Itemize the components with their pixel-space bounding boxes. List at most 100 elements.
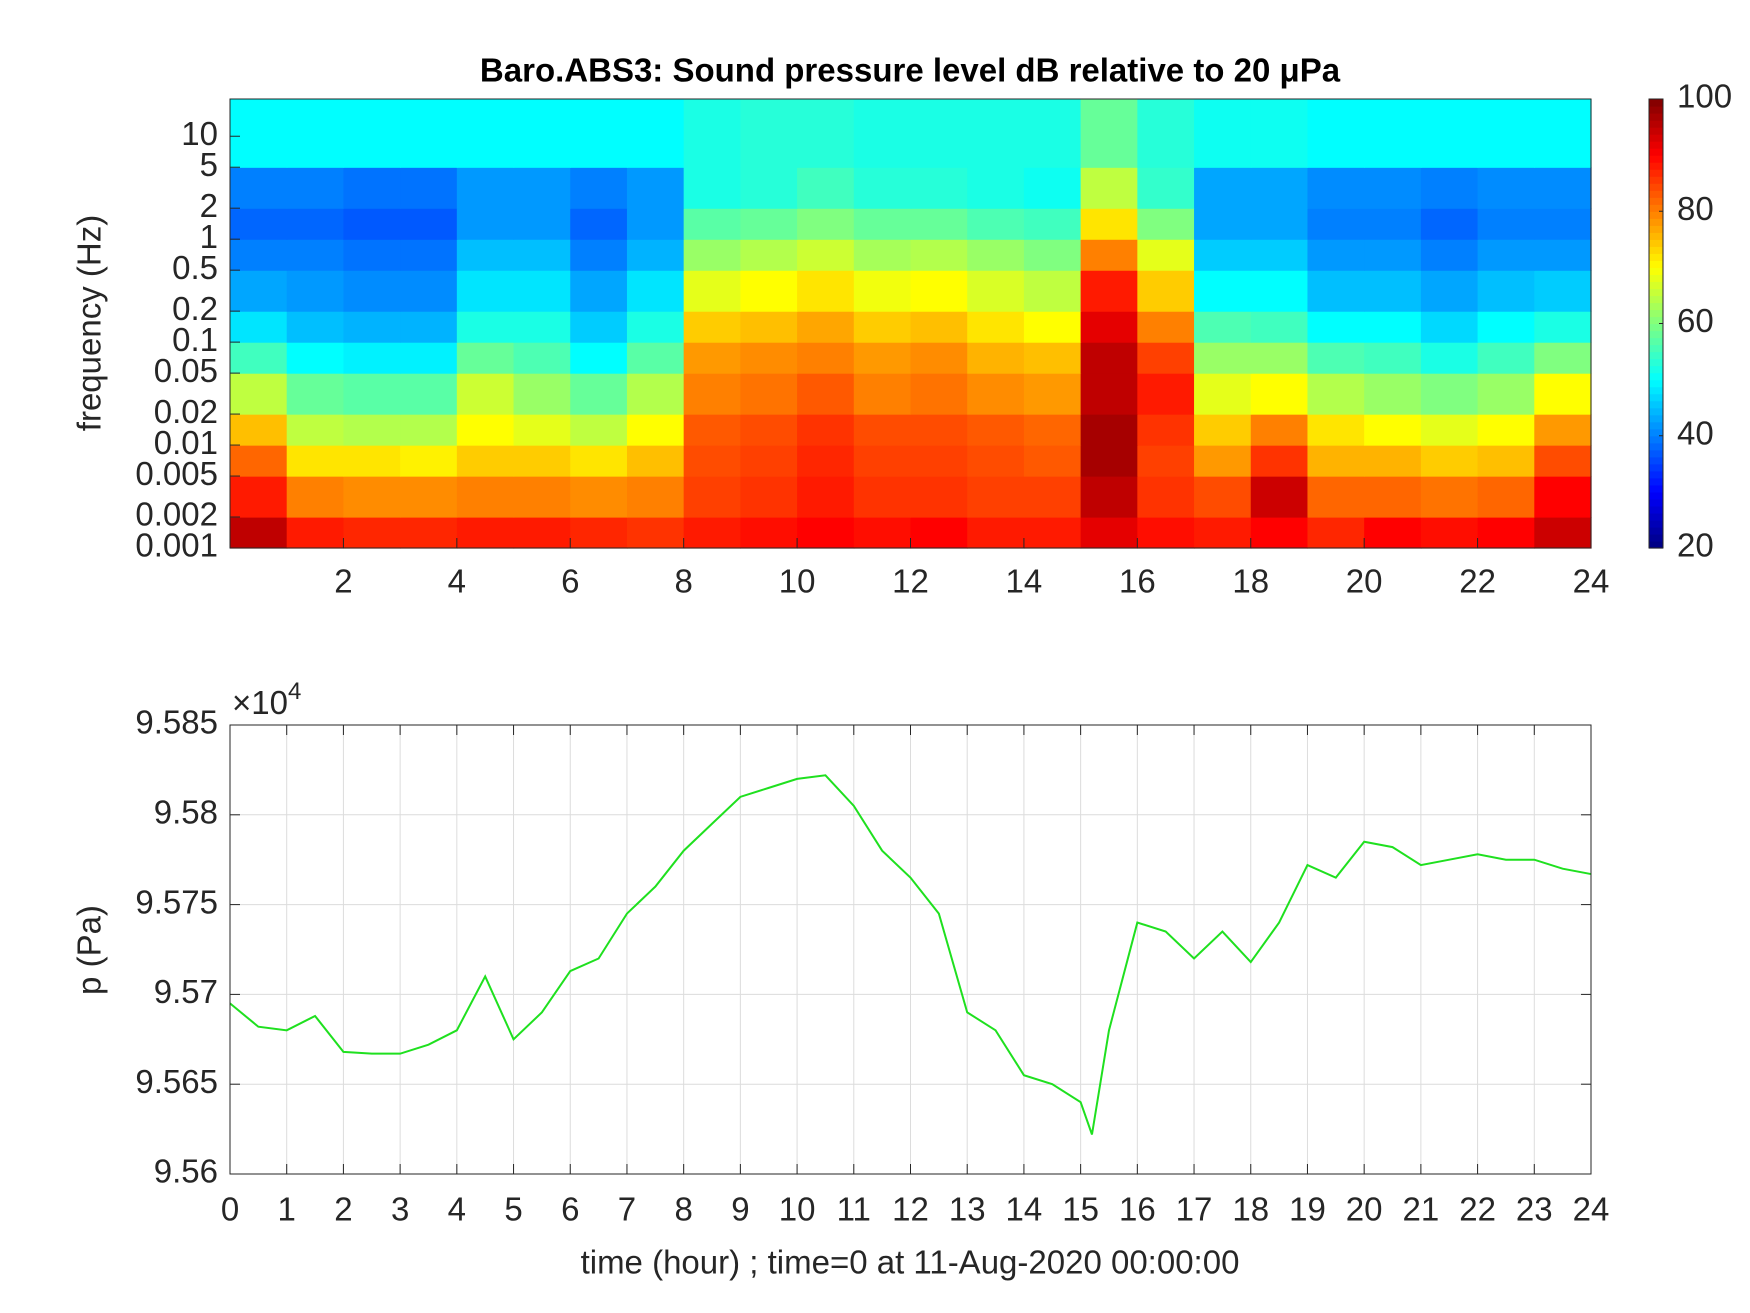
colorbar-swatch [1649,225,1663,233]
heatmap-cell [1420,476,1479,518]
x-tick-label: 20 [1346,563,1383,600]
heatmap-cell [513,414,571,446]
heatmap-cell [1307,270,1365,312]
x-tick-label: 19 [1289,1191,1326,1228]
heatmap-cell [1420,517,1479,549]
heatmap-cell [230,208,288,240]
heatmap-cell [1250,414,1309,446]
colorbar-swatch [1649,148,1663,156]
heatmap-cell [1477,99,1535,168]
colorbar-tick-label: 80 [1677,190,1714,227]
colorbar-swatch [1649,330,1663,339]
heatmap-cell [230,311,288,343]
heatmap-cell [1137,476,1195,518]
heatmap-cell [740,414,798,446]
y-tick-label: 9.57 [154,973,218,1010]
heatmap-cell [1477,270,1535,312]
y-tick-label: 0.5 [172,249,218,286]
heatmap-cell [513,270,571,312]
colorbar-swatch [1649,288,1663,297]
heatmap-cell [1307,99,1365,168]
heatmap-cell [683,208,741,240]
heatmap-cell [343,373,401,415]
heatmap-cell [1194,167,1252,209]
colorbar-swatch [1649,498,1663,507]
heatmap-cell [400,373,458,415]
heatmap-cell [797,167,855,209]
heatmap-cell [853,414,912,446]
heatmap-cell [683,99,741,168]
colorbar-tick-label: 20 [1677,527,1714,564]
colorbar-swatch [1649,386,1663,395]
heatmap-cell [1023,414,1082,446]
colorbar-tick-label: 40 [1677,414,1714,451]
y-tick-label: 0.1 [172,321,218,358]
heatmap-cell [853,239,912,271]
heatmap-cell [626,99,685,168]
heatmap-cell [683,476,741,518]
x-tick-label: 12 [892,563,929,600]
heatmap-cell [1534,342,1592,374]
heatmap-cell [626,270,685,312]
heatmap-cell [853,476,912,518]
colorbar-swatch [1649,358,1663,367]
heatmap-cell [1137,414,1195,446]
heatmap-cell [1080,208,1138,240]
heatmap-cell [513,208,571,240]
heatmap-cell [1420,445,1479,477]
heatmap-cell [513,311,571,343]
heatmap-cell [910,270,968,312]
colorbar-swatch [1649,421,1663,430]
heatmap-cell [1023,167,1082,209]
colorbar-swatch [1649,491,1663,500]
heatmap-cell [797,414,855,446]
heatmap-cell [456,373,515,415]
heatmap-cell [853,167,912,209]
heatmap-cell [1137,373,1195,415]
x-tick-label: 10 [779,1191,816,1228]
heatmap-cell [910,167,968,209]
heatmap-cell [1477,342,1535,374]
y-tick-label: 0.02 [154,393,218,430]
heatmap-cell [967,414,1025,446]
heatmap-cell [230,342,288,374]
x-tick-label: 22 [1459,1191,1496,1228]
heatmap-cell [853,517,912,549]
colorbar-swatch [1649,134,1663,142]
heatmap-cell [910,208,968,240]
heatmap-cell [1307,517,1365,549]
x-tick-label: 0 [221,1191,239,1228]
heatmap-cell [1477,239,1535,271]
heatmap-cell [570,270,628,312]
heatmap-cell [853,311,912,343]
heatmap-cell [1194,373,1252,415]
x-tick-label: 22 [1459,563,1496,600]
heatmap-cell [1023,270,1082,312]
heatmap-cell [1534,167,1592,209]
heatmap-cell [1080,99,1138,168]
heatmap-cell [740,311,798,343]
colorbar-swatch [1649,211,1663,219]
heatmap-cell [343,270,401,312]
heatmap-cell [400,167,458,209]
heatmap-cell [1080,311,1138,343]
heatmap-cell [740,445,798,477]
heatmap-cell [797,517,855,549]
heatmap-cell [967,445,1025,477]
heatmap-cell [1137,167,1195,209]
heatmap-cell [286,167,345,209]
y-tick-label: 0.05 [154,352,218,389]
colorbar-swatch [1649,190,1663,198]
heatmap-cell [286,208,345,240]
y-tick-label: 9.56 [154,1153,218,1190]
colorbar-swatch [1649,379,1663,388]
heatmap-cell [967,99,1025,168]
x-tick-label: 8 [674,563,692,600]
heatmap-cell [1307,239,1365,271]
heatmap-cell [740,208,798,240]
heatmap-cell [1250,342,1309,374]
colorbar-swatch [1649,281,1663,290]
heatmap-cell [1137,239,1195,271]
colorbar-swatch [1649,365,1663,374]
